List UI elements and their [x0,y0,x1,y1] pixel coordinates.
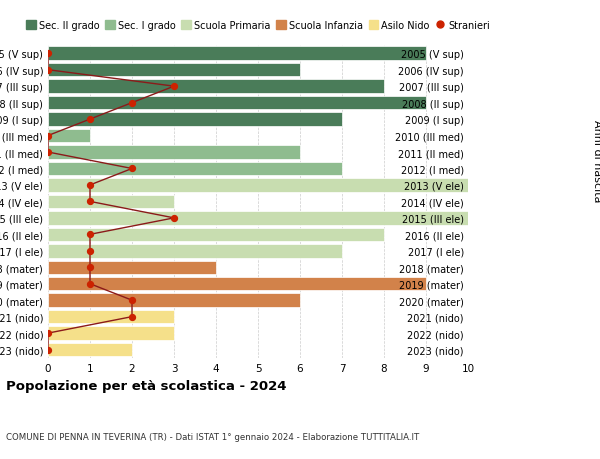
Text: Anni di nascita: Anni di nascita [592,120,600,202]
Bar [48,179,468,192]
Point [127,297,137,304]
Point [85,116,95,123]
Point [85,247,95,255]
Point [127,313,137,321]
Bar [48,212,468,225]
Point [43,149,53,157]
Point [169,215,179,222]
Bar [48,277,426,291]
Bar [48,228,384,241]
Point [127,165,137,173]
Bar [48,195,174,209]
Legend: Sec. II grado, Sec. I grado, Scuola Primaria, Scuola Infanzia, Asilo Nido, Stran: Sec. II grado, Sec. I grado, Scuola Prim… [22,17,494,35]
Bar [48,327,174,340]
Point [127,100,137,107]
Bar [48,129,90,143]
Bar [48,64,300,77]
Point [43,67,53,74]
Bar [48,97,426,110]
Text: Popolazione per età scolastica - 2024: Popolazione per età scolastica - 2024 [6,380,287,392]
Bar [48,343,132,357]
Bar [48,113,342,127]
Point [85,280,95,288]
Point [43,330,53,337]
Point [85,264,95,271]
Bar [48,47,426,61]
Point [43,133,53,140]
Point [85,231,95,239]
Point [43,346,53,353]
Bar [48,310,174,324]
Point [169,83,179,90]
Bar [48,162,342,176]
Bar [48,261,216,274]
Bar [48,146,300,159]
Bar [48,245,342,258]
Point [85,182,95,189]
Text: COMUNE DI PENNA IN TEVERINA (TR) - Dati ISTAT 1° gennaio 2024 - Elaborazione TUT: COMUNE DI PENNA IN TEVERINA (TR) - Dati … [6,431,419,441]
Bar [48,80,384,94]
Point [43,50,53,58]
Point [85,198,95,206]
Bar [48,294,300,307]
